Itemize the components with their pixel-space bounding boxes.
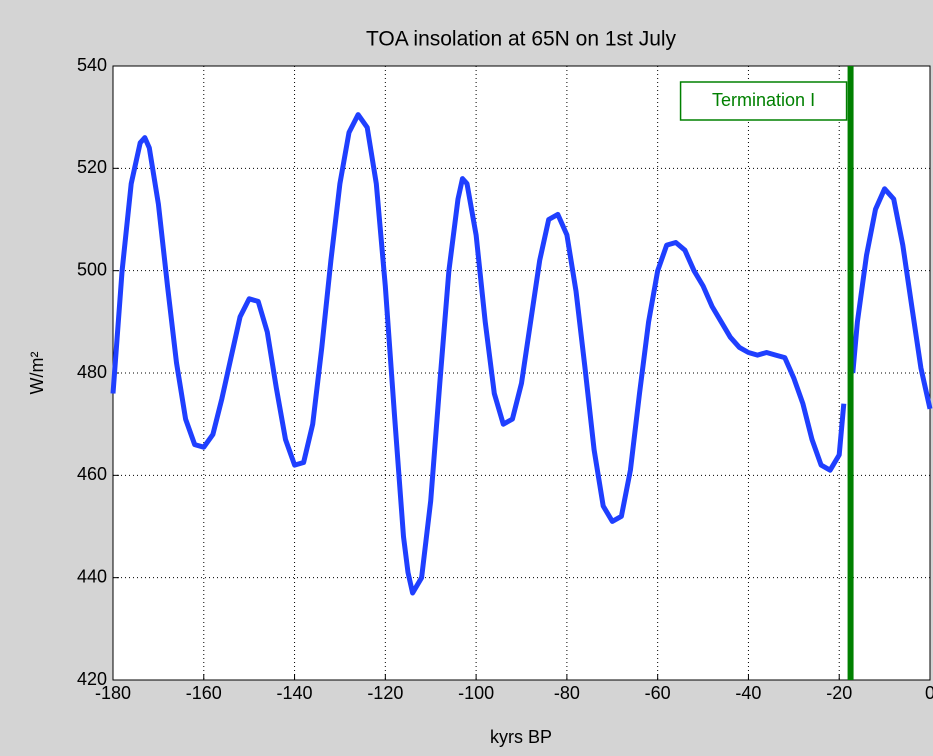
y-tick-label: 480 [77, 362, 107, 382]
y-tick-label: 460 [77, 464, 107, 484]
y-tick-label: 520 [77, 157, 107, 177]
y-tick-label: 420 [77, 669, 107, 689]
y-tick-label: 440 [77, 566, 107, 586]
x-tick-label: -180 [95, 683, 131, 703]
x-axis-label: kyrs BP [490, 727, 552, 747]
y-tick-label: 500 [77, 259, 107, 279]
x-tick-label: -40 [735, 683, 761, 703]
y-axis-label: W/m² [27, 352, 47, 395]
x-tick-label: -60 [645, 683, 671, 703]
y-tick-label: 540 [77, 55, 107, 75]
x-tick-label: 0 [925, 683, 933, 703]
x-tick-label: -160 [186, 683, 222, 703]
chart-title: TOA insolation at 65N on 1st July [366, 28, 677, 51]
annotation: Termination I [712, 90, 815, 110]
x-tick-label: -140 [277, 683, 313, 703]
x-tick-label: -100 [458, 683, 494, 703]
x-tick-label: -20 [826, 683, 852, 703]
annotation-box [679, 81, 848, 121]
data-line [110, 112, 933, 596]
x-tick-label: -120 [367, 683, 403, 703]
x-tick-label: -80 [554, 683, 580, 703]
